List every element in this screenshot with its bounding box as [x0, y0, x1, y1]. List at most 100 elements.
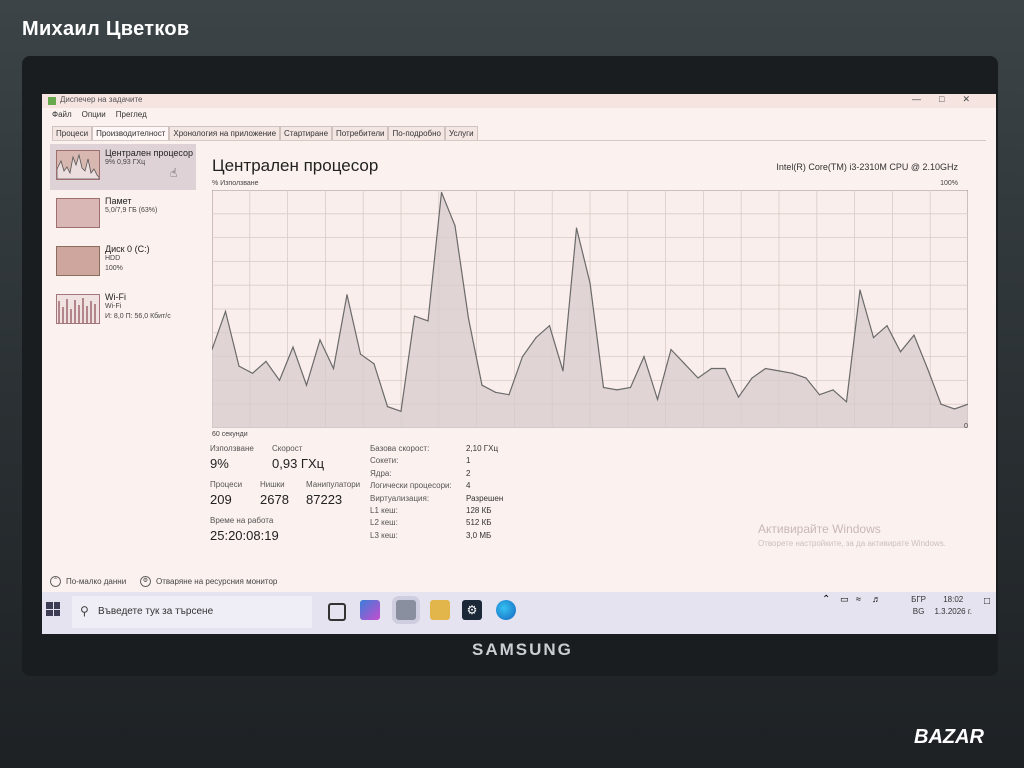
sidebar-cpu-text: Централен процесор 9% 0,93 ГХц [105, 148, 193, 168]
bazar-logo: BAZAR [914, 726, 984, 748]
cpu-usage-point [467, 317, 470, 320]
spec-row-cores: Ядра: 2 [370, 469, 503, 481]
util-label: Използване [210, 444, 254, 453]
tab-performance[interactable]: Производителност [92, 126, 170, 140]
cpu-usage-point [305, 384, 308, 386]
cpu-usage-point [278, 379, 281, 381]
file-explorer-icon[interactable] [430, 600, 450, 620]
taskbar-search[interactable]: ⚲ Въведете тук за търсене [72, 596, 312, 628]
spec-row-sockets: Сокети: 1 [370, 456, 503, 468]
activate-windows-title: Активирайте Windows [758, 522, 881, 536]
spec-value: Разрешен [466, 493, 504, 503]
tab-processes[interactable]: Процеси [52, 126, 93, 140]
cpu-usage-point [791, 372, 794, 374]
tab-users[interactable]: Потребители [332, 126, 389, 140]
sidebar-item-memory[interactable]: Памет 5,0/7,9 ГБ (63%) [50, 192, 196, 238]
threads-value: 2678 [260, 492, 289, 507]
cpu-usage-point [643, 356, 645, 358]
menu-file[interactable]: Файл [52, 110, 72, 119]
cpu-usage-point [440, 191, 443, 193]
chevron-up-icon: ⌃ [50, 576, 61, 587]
sidebar-item-cpu[interactable]: Централен процесор 9% 0,93 ГХц ☝ [50, 144, 196, 190]
cpu-usage-point [710, 367, 713, 370]
steam-icon[interactable]: ⚙ [462, 600, 482, 620]
resource-monitor-link[interactable]: ⚙ Отваряне на ресурсния монитор [140, 576, 277, 587]
memory-mini-graph [56, 198, 100, 228]
tab-app-history[interactable]: Хронология на приложение [169, 126, 281, 140]
lang-top: БГР [911, 595, 926, 604]
cpu-usage-point [737, 396, 740, 398]
taskbar-clock[interactable]: 18:02 1.3.2026 г. [934, 594, 972, 618]
tab-details[interactable]: По-подробно [388, 126, 445, 140]
notifications-icon[interactable]: □ [983, 596, 990, 607]
cpu-mini-graph-svg [57, 153, 99, 179]
spec-row-l3: L3 кеш: 3,0 МБ [370, 531, 503, 543]
sidebar-wifi-text: Wi-Fi Wi-Fi И: 8,0 П: 56,0 Кбит/с [105, 292, 171, 322]
cpu-usage-point [616, 389, 618, 391]
spec-row-l2: L2 кеш: 512 КБ [370, 518, 503, 530]
sidebar-memory-text: Памет 5,0/7,9 ГБ (63%) [105, 196, 157, 216]
cpu-usage-point [845, 401, 848, 403]
cpu-usage-point [508, 394, 510, 396]
sidebar-disk-text: Диск 0 (C:) HDD 100% [105, 244, 150, 274]
cpu-usage-point [764, 367, 767, 370]
tab-startup[interactable]: Стартиране [280, 126, 333, 140]
sidebar-disk-sub: HDD [105, 255, 121, 262]
tray-chevron-up-icon[interactable]: ⌃ [822, 594, 831, 605]
task-manager-icon [48, 97, 56, 105]
spec-row-base-speed: Базова скорост: 2,10 ГХц [370, 444, 503, 456]
cpu-usage-point [872, 337, 875, 339]
cpu-mini-line [57, 153, 99, 179]
fewer-details-link[interactable]: ⌃ По-малко данни [50, 576, 126, 587]
cpu-usage-point [346, 294, 348, 296]
spec-row-l1: L1 кеш: 128 КБ [370, 506, 503, 518]
task-manager-taskbar-icon[interactable] [396, 600, 416, 620]
spec-key: Базова скорост: [370, 444, 430, 453]
task-view-icon[interactable] [328, 603, 346, 621]
resource-monitor-label: Отваряне на ресурсния монитор [156, 577, 278, 586]
sidebar-item-wifi[interactable]: Wi-Fi Wi-Fi И: 8,0 П: 56,0 Кбит/с [50, 288, 196, 334]
uptime-label: Време на работа [210, 516, 274, 525]
speed-value: 0,93 ГХц [272, 456, 325, 471]
wifi-icon[interactable]: ≈ [856, 594, 861, 604]
resource-sidebar: Централен процесор 9% 0,93 ГХц ☝ Памет 5… [50, 144, 196, 504]
cpu-stats: Използване 9% Скорост 0,93 ГХц Процеси 2… [210, 444, 980, 554]
battery-icon[interactable]: ▭ [840, 594, 849, 604]
cpu-usage-point [251, 372, 254, 374]
footer: ⌃ По-малко данни ⚙ Отваряне на ресурсния… [42, 574, 996, 590]
cpu-usage-point [818, 394, 821, 396]
spec-key: L2 кеш: [370, 518, 398, 528]
clock-date: 1.3.2026 г. [934, 607, 972, 616]
lang-bottom: BG [912, 607, 925, 616]
language-indicator[interactable]: БГР BG [911, 594, 926, 618]
cpu-usage-point [940, 403, 942, 405]
window-controls[interactable]: —□✕ [912, 94, 988, 104]
windows-start-icon[interactable] [46, 602, 60, 616]
search-icon: ⚲ [80, 604, 89, 618]
sidebar-memory-label: Памет [105, 196, 132, 206]
cpu-usage-point [562, 370, 564, 372]
speed-label: Скорост [272, 444, 303, 453]
sidebar-memory-sub: 5,0/7,9 ГБ (63%) [105, 207, 158, 214]
edge-icon[interactable] [496, 600, 516, 620]
menu-options[interactable]: Опции [81, 110, 106, 119]
tab-services[interactable]: Услуги [444, 126, 478, 140]
spec-value: 2,10 ГХц [466, 444, 499, 453]
spec-value: 1 [466, 456, 471, 466]
copilot-icon[interactable] [360, 600, 380, 620]
volume-icon[interactable]: ♬ [872, 594, 881, 604]
spec-key: Сокети: [370, 456, 399, 466]
cpu-usage-point [670, 348, 672, 351]
hand-cursor-icon: ☝ [170, 166, 178, 180]
cpu-usage-point [886, 325, 888, 327]
cpu-usage-point [332, 367, 335, 370]
spec-key: Виртуализация: [370, 493, 430, 503]
title-bar: Диспечер на задачите —□✕ [42, 94, 996, 108]
menu-view[interactable]: Преглед [115, 110, 147, 119]
spec-key: L1 кеш: [370, 505, 398, 515]
sidebar-item-disk[interactable]: Диск 0 (C:) HDD 100% [50, 240, 196, 286]
cpu-usage-point [683, 363, 686, 365]
chart-y-label: % Използване [212, 180, 259, 187]
cpu-usage-point [629, 386, 632, 389]
cpu-usage-point [602, 386, 605, 389]
